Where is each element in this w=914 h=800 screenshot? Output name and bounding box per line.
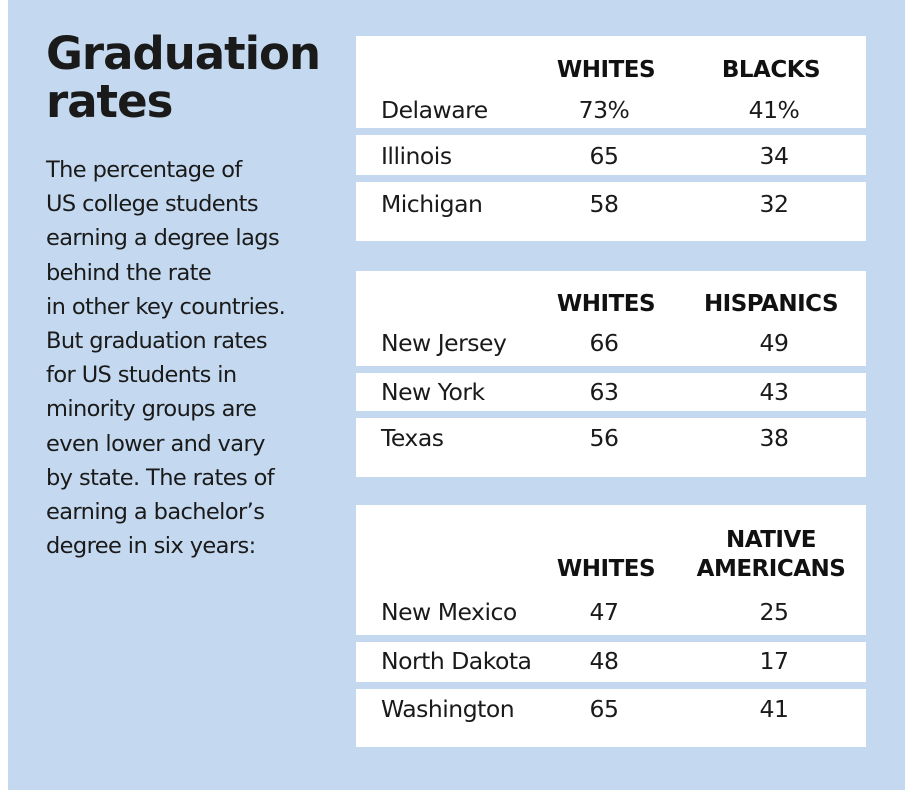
description-line: in other key countries. — [46, 293, 286, 320]
description: The percentage of US college students ea… — [46, 153, 336, 563]
state-name: New Mexico — [381, 598, 517, 626]
value-whites: 48 — [589, 647, 619, 675]
column-header-whites: WHITES — [556, 57, 656, 83]
state-name: New Jersey — [381, 329, 507, 357]
title-line: Graduation — [46, 27, 321, 80]
value-whites: 63 — [589, 378, 619, 406]
column-header-hispanics: HISPANICS — [703, 291, 839, 317]
table-row: Michigan 58 32 — [356, 182, 866, 241]
table-row: New York 63 43 — [356, 373, 866, 411]
column-header-whites: WHITES — [556, 556, 656, 582]
description-line: even lower and vary — [46, 430, 265, 457]
description-line: degree in six years: — [46, 533, 256, 560]
table-row: WHITES NATIVE AMERICANS New Mexico 47 25 — [356, 505, 866, 635]
value-whites: 56 — [589, 424, 619, 452]
description-line: US college students — [46, 191, 259, 218]
value-blacks: 34 — [759, 142, 789, 170]
description-line: by state. The rates of — [46, 464, 275, 491]
description-line: minority groups are — [46, 396, 257, 423]
table-row: WHITES HISPANICS New Jersey 66 49 — [356, 271, 866, 366]
description-line: for US students in — [46, 362, 237, 389]
description-line: earning a degree lags — [46, 225, 280, 252]
value-whites: 65 — [589, 695, 619, 723]
state-name: Delaware — [381, 96, 488, 124]
value-hispanics: 49 — [759, 329, 789, 357]
header-line: NATIVE — [725, 527, 817, 553]
description-line: The percentage of — [46, 157, 242, 183]
value-whites: 58 — [589, 190, 619, 218]
title-line: rates — [46, 75, 173, 128]
state-name: Illinois — [381, 142, 452, 170]
value-native-americans: 25 — [759, 598, 789, 626]
state-name: New York — [381, 378, 485, 406]
value-native-americans: 41 — [759, 695, 789, 723]
value-whites: 73% — [578, 96, 630, 124]
state-name: Washington — [381, 695, 515, 723]
value-native-americans: 17 — [759, 647, 789, 675]
value-hispanics: 38 — [759, 424, 789, 452]
state-name: North Dakota — [381, 647, 532, 675]
value-blacks: 32 — [759, 190, 789, 218]
state-name: Michigan — [381, 190, 483, 218]
table-row: Texas 56 38 — [356, 418, 866, 477]
table-row: WHITES BLACKS Delaware 73% 41% — [356, 36, 866, 128]
value-whites: 47 — [589, 598, 619, 626]
column-header-whites: WHITES — [556, 291, 656, 317]
table-row: North Dakota 48 17 — [356, 642, 866, 682]
table-row: Illinois 65 34 — [356, 135, 866, 175]
value-hispanics: 43 — [759, 378, 789, 406]
value-blacks: 41% — [748, 96, 800, 124]
column-header-blacks: BLACKS — [721, 57, 821, 83]
title: Graduation rates — [46, 30, 346, 126]
state-name: Texas — [381, 424, 444, 452]
value-whites: 66 — [589, 329, 619, 357]
description-line: behind the rate — [46, 259, 212, 286]
description-line: But graduation rates — [46, 328, 268, 355]
description-line: earning a bachelor’s — [46, 499, 265, 526]
value-whites: 65 — [589, 142, 619, 170]
column-header-native-americans: NATIVE AMERICANS — [686, 526, 856, 584]
header-line: AMERICANS — [696, 556, 846, 582]
table-row: Washington 65 41 — [356, 689, 866, 747]
